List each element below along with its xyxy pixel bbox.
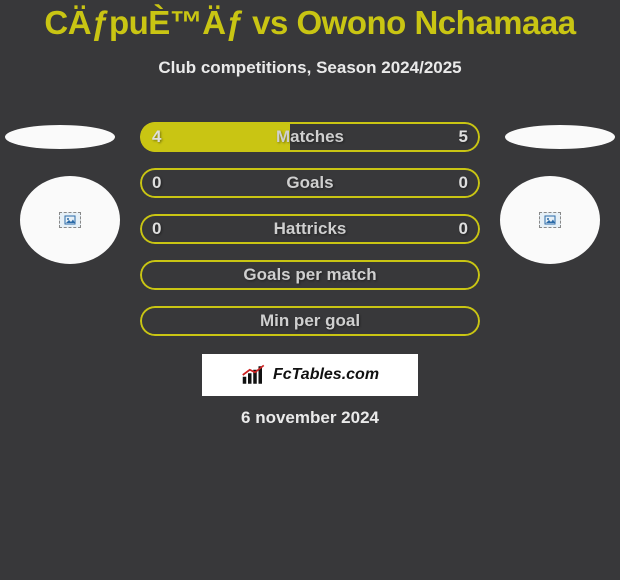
stat-label: Matches [140, 122, 480, 152]
date-text: 6 november 2024 [0, 408, 620, 428]
stat-row: Min per goal [140, 306, 480, 336]
stats-bars: 45Matches 00Goals 00Hattricks Goals per mat… [140, 122, 480, 352]
subtitle: Club competitions, Season 2024/2025 [0, 58, 620, 78]
club-circle-right [500, 176, 600, 264]
player-ellipse-right [505, 125, 615, 149]
chart-icon [241, 364, 269, 386]
player-ellipse-left [5, 125, 115, 149]
flag-placeholder-left [59, 212, 81, 228]
brand-text: FcTables.com [273, 366, 379, 384]
flag-placeholder-right [539, 212, 561, 228]
club-circle-left [20, 176, 120, 264]
stat-label: Min per goal [140, 306, 480, 336]
stat-label: Goals per match [140, 260, 480, 290]
page-title: CÄƒpuÈ™Äƒ vs Owono Nchamaaa [0, 0, 620, 42]
stat-label: Hattricks [140, 214, 480, 244]
stat-row: Goals per match [140, 260, 480, 290]
stat-label: Goals [140, 168, 480, 198]
brand-box: FcTables.com [202, 354, 418, 396]
stat-row: 45Matches [140, 122, 480, 152]
stat-row: 00Goals [140, 168, 480, 198]
stat-row: 00Hattricks [140, 214, 480, 244]
image-icon [544, 214, 556, 226]
image-icon [64, 214, 76, 226]
